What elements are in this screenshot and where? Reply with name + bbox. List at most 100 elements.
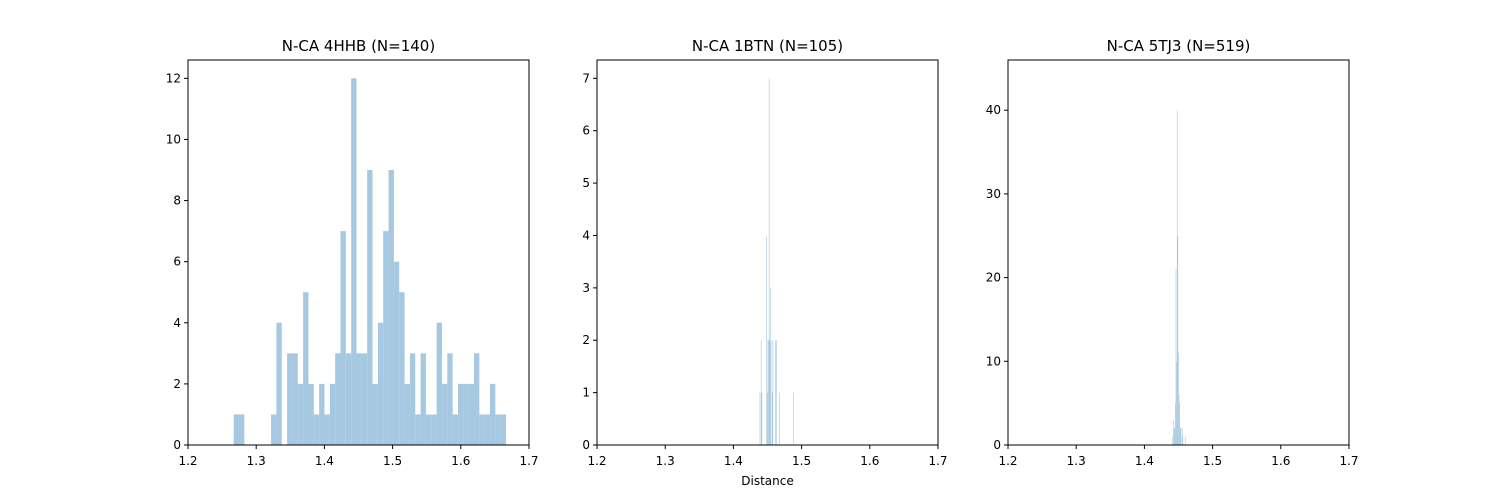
y-tick-label: 4 [582, 228, 590, 242]
y-tick-label: 7 [582, 71, 590, 85]
histogram-bar [1182, 436, 1184, 445]
x-tick-label: 1.3 [656, 454, 675, 468]
histogram-bar [770, 287, 771, 445]
histogram-bar [495, 414, 501, 445]
histogram-bar [761, 392, 763, 445]
histogram-bar [772, 340, 774, 445]
x-tick-label: 1.4 [724, 454, 743, 468]
histogram-bar [767, 392, 768, 445]
histogram-bar [768, 78, 770, 445]
histogram-bar [473, 353, 480, 445]
histogram-bar [276, 322, 282, 445]
y-tick-label: 30 [986, 187, 1001, 201]
x-tick-label: 1.5 [383, 454, 402, 468]
x-tick-label: 1.3 [1067, 454, 1086, 468]
histogram-bar [303, 292, 309, 445]
histogram-bar [1176, 361, 1177, 445]
histogram-bar [767, 340, 769, 445]
histogram-bar [490, 383, 496, 445]
histogram-bar [1180, 428, 1181, 445]
x-tick-label: 1.7 [1339, 454, 1358, 468]
histogram-bar [313, 414, 320, 445]
histogram-bar [468, 383, 474, 445]
histogram-bar [297, 383, 304, 445]
histogram-bar [393, 261, 400, 445]
x-tick-label: 1.3 [247, 454, 266, 468]
histogram-bar [271, 414, 277, 445]
histogram-bar [367, 170, 373, 445]
histogram-bar [361, 353, 368, 445]
histogram-bar [1176, 110, 1178, 445]
histogram-bar [233, 414, 240, 445]
histogram-bar [500, 414, 507, 445]
histogram-bar [760, 340, 762, 445]
histogram-bar [239, 414, 245, 445]
histogram-bar [377, 322, 384, 445]
x-axis-ticks: 1.2 1.3 1.4 1.5 1.6 1.7 [998, 445, 1359, 468]
x-tick-label: 1.2 [178, 454, 197, 468]
histogram-bar [771, 392, 773, 445]
bar-group [759, 78, 795, 445]
y-tick-label: 6 [582, 124, 590, 138]
x-tick-label: 1.5 [1203, 454, 1222, 468]
y-tick-label: 10 [986, 354, 1001, 368]
panel-title: N-CA 5TJ3 (N=519) [1107, 37, 1251, 55]
y-tick-label: 8 [173, 194, 181, 208]
histogram-bar [420, 353, 426, 445]
histogram-bar [431, 414, 437, 445]
histogram-bar [425, 414, 432, 445]
x-tick-label: 1.6 [451, 454, 470, 468]
histogram-bar [1180, 428, 1182, 445]
y-tick-label: 12 [166, 71, 181, 85]
y-axis-ticks: 0 1 2 3 4 5 6 7 [582, 71, 597, 452]
histogram-bar [770, 340, 772, 445]
x-axis-label: Distance [741, 474, 793, 488]
bar-group [233, 78, 507, 445]
y-tick-label: 6 [173, 255, 181, 269]
histogram-bar [1172, 436, 1173, 445]
histogram-bar [457, 383, 464, 445]
x-tick-label: 1.5 [792, 454, 811, 468]
histogram-bar [335, 353, 341, 445]
histogram-bar [1181, 428, 1183, 445]
bar-group [1172, 110, 1186, 445]
x-axis-ticks: 1.2 1.3 1.4 1.5 1.6 1.7 [178, 445, 539, 468]
histogram-bar [1175, 403, 1176, 445]
x-axis-ticks: 1.2 1.3 1.4 1.5 1.6 1.7 [587, 445, 948, 468]
y-axis-ticks: 0 10 20 30 40 [986, 103, 1008, 452]
histogram-bar [463, 383, 469, 445]
histogram-bar [292, 353, 298, 445]
y-tick-label: 40 [986, 103, 1001, 117]
histogram-bar [1175, 269, 1177, 445]
x-tick-label: 1.7 [519, 454, 538, 468]
histogram-bar [1178, 352, 1179, 445]
histogram-bar [793, 392, 795, 445]
histogram-bar [329, 383, 336, 445]
histogram-bar [340, 231, 346, 445]
histogram-bar [759, 392, 761, 445]
histogram-panel-1btn: N-CA 1BTN (N=105) 1.2 1.3 1.4 1.5 1.6 1.7 0 1 2… [582, 37, 947, 468]
y-tick-label: 3 [582, 281, 590, 295]
histogram-bar [776, 340, 777, 445]
histogram-bar [404, 383, 410, 445]
axes-frame [596, 59, 939, 446]
histogram-bar [769, 340, 771, 445]
histogram-bar [356, 353, 362, 445]
axes-frame [1007, 59, 1350, 446]
panel-title: N-CA 1BTN (N=105) [692, 37, 843, 55]
axes-frame [187, 59, 530, 446]
histogram-bar [383, 231, 389, 445]
histogram-panel-4hhb: N-CA 4HHB (N=140) 1.2 1.3 1.4 1.5 1.6 1.7 0 2 4… [166, 37, 539, 468]
y-tick-label: 10 [166, 132, 181, 146]
histogram-bar [1184, 436, 1186, 445]
histogram-bar [1179, 403, 1181, 445]
histogram-bar [324, 414, 330, 445]
histogram-bar [399, 292, 405, 445]
histogram-bar [1174, 428, 1176, 445]
histogram-bar [779, 392, 780, 445]
y-tick-label: 5 [582, 176, 590, 190]
histogram-bar [1177, 235, 1179, 445]
histogram-bar [308, 383, 314, 445]
x-tick-label: 1.4 [1135, 454, 1154, 468]
x-tick-label: 1.6 [860, 454, 879, 468]
